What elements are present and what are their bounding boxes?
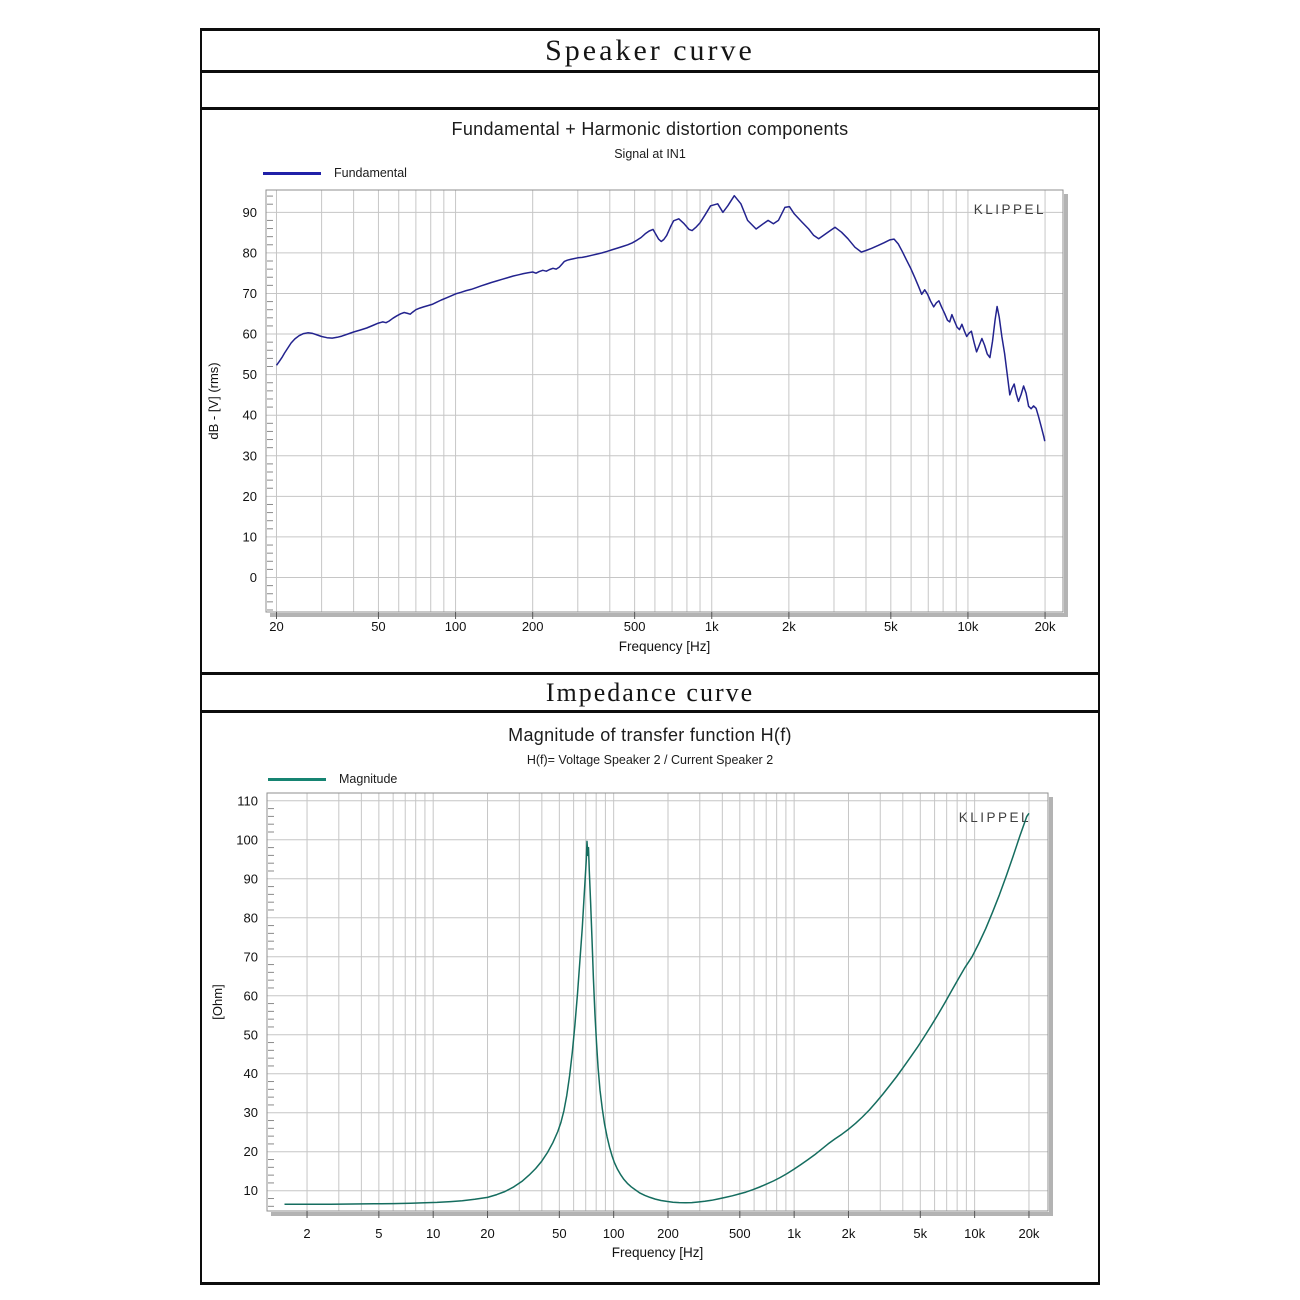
svg-text:80: 80 — [244, 910, 258, 925]
svg-text:50: 50 — [552, 1226, 566, 1241]
main-title-box: Speaker curve — [200, 28, 1100, 73]
svg-text:100: 100 — [603, 1226, 625, 1241]
svg-text:500: 500 — [729, 1226, 751, 1241]
fundamental-chart-plot: 0 10 20 30 40 50 60 70 80 90 20 50 100 200 500 1k 2k 5k 10… — [206, 189, 1068, 654]
svg-text:[Ohm]: [Ohm] — [210, 984, 225, 1019]
svg-text:20: 20 — [243, 489, 257, 504]
svg-text:20k: 20k — [1035, 619, 1056, 634]
svg-text:Frequency [Hz]: Frequency [Hz] — [612, 1245, 704, 1260]
svg-text:100: 100 — [236, 832, 258, 847]
svg-text:70: 70 — [243, 286, 257, 301]
svg-text:10: 10 — [243, 529, 257, 544]
fundamental-legend: Fundamental — [263, 166, 407, 180]
svg-text:10: 10 — [426, 1226, 440, 1241]
svg-text:2k: 2k — [842, 1226, 856, 1241]
impedance-legend-line-icon — [268, 777, 326, 781]
svg-text:10: 10 — [244, 1183, 258, 1198]
svg-text:90: 90 — [244, 871, 258, 886]
impedance-chart-plot: 10 20 30 40 50 60 70 80 90 100 110 2 5 10 20 50 100 200 50… — [210, 792, 1053, 1260]
svg-text:20: 20 — [480, 1226, 494, 1241]
svg-text:KLIPPEL: KLIPPEL — [974, 202, 1046, 217]
subtitle-empty-box — [200, 70, 1100, 110]
svg-text:200: 200 — [657, 1226, 679, 1241]
svg-text:80: 80 — [243, 245, 257, 260]
svg-text:30: 30 — [243, 448, 257, 463]
impedance-chart-title: Magnitude of transfer function H(f) — [508, 725, 792, 745]
svg-text:200: 200 — [522, 619, 544, 634]
svg-text:40: 40 — [244, 1066, 258, 1081]
svg-text:10k: 10k — [964, 1226, 985, 1241]
impedance-chart-panel: 10 20 30 40 50 60 70 80 90 100 110 2 5 10 20 50 100 200 50… — [200, 710, 1100, 1285]
svg-text:20k: 20k — [1018, 1226, 1039, 1241]
svg-text:0: 0 — [250, 570, 257, 585]
impedance-legend: Magnitude — [268, 772, 397, 786]
svg-text:1k: 1k — [787, 1226, 801, 1241]
svg-text:90: 90 — [243, 205, 257, 220]
report-document: Speaker curve 0 10 20 30 40 50 60 70 80 90 20 50 100… — [200, 28, 1100, 1285]
svg-text:5k: 5k — [884, 619, 898, 634]
svg-text:1k: 1k — [705, 619, 719, 634]
svg-text:dB - [V] (rms): dB - [V] (rms) — [206, 362, 221, 439]
impedance-title-box: Impedance curve — [200, 672, 1100, 713]
svg-text:5k: 5k — [913, 1226, 927, 1241]
svg-text:20: 20 — [269, 619, 283, 634]
fundamental-legend-line-icon — [263, 171, 321, 175]
impedance-chart-subtitle: H(f)= Voltage Speaker 2 / Current Speake… — [526, 753, 774, 767]
svg-text:2: 2 — [303, 1226, 310, 1241]
svg-text:50: 50 — [371, 619, 385, 634]
svg-text:10k: 10k — [957, 619, 978, 634]
svg-text:20: 20 — [244, 1144, 258, 1159]
svg-text:2k: 2k — [782, 619, 796, 634]
svg-text:100: 100 — [445, 619, 467, 634]
svg-text:KLIPPEL: KLIPPEL — [959, 810, 1031, 825]
svg-text:40: 40 — [243, 408, 257, 423]
svg-text:50: 50 — [243, 367, 257, 382]
svg-text:60: 60 — [244, 988, 258, 1003]
svg-text:5: 5 — [375, 1226, 382, 1241]
svg-text:110: 110 — [237, 793, 258, 808]
svg-text:30: 30 — [244, 1105, 258, 1120]
fundamental-legend-label: Fundamental — [334, 166, 407, 180]
impedance-title: Impedance curve — [545, 677, 755, 707]
svg-text:500: 500 — [624, 619, 646, 634]
fundamental-chart-panel: 0 10 20 30 40 50 60 70 80 90 20 50 100 200 500 1k 2k 5k 10… — [200, 107, 1100, 675]
fundamental-chart-title: Fundamental + Harmonic distortion compon… — [451, 119, 849, 139]
fundamental-chart-subtitle: Signal at IN1 — [614, 147, 686, 161]
svg-text:60: 60 — [243, 327, 257, 342]
impedance-legend-label: Magnitude — [339, 772, 398, 786]
main-title: Speaker curve — [545, 33, 755, 67]
svg-text:Frequency [Hz]: Frequency [Hz] — [619, 639, 711, 654]
svg-text:50: 50 — [244, 1027, 258, 1042]
svg-text:70: 70 — [244, 949, 258, 964]
